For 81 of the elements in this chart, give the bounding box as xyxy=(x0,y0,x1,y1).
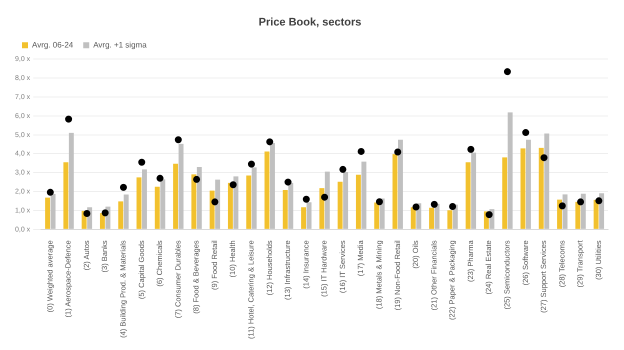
point xyxy=(102,209,109,216)
point xyxy=(540,154,548,162)
bar xyxy=(338,182,343,229)
bar xyxy=(124,194,129,229)
bar xyxy=(580,194,586,229)
point xyxy=(522,129,530,136)
bar xyxy=(301,207,306,229)
point xyxy=(211,198,218,206)
point xyxy=(412,204,420,211)
bar xyxy=(246,175,252,229)
point xyxy=(504,68,511,76)
bar xyxy=(324,172,330,229)
point xyxy=(558,202,566,210)
point xyxy=(486,211,493,218)
bar xyxy=(142,169,147,229)
point xyxy=(284,178,292,186)
bar xyxy=(173,164,178,229)
legend-label: Avrg. 06-24 xyxy=(32,40,74,50)
bar xyxy=(233,176,238,229)
bar xyxy=(270,142,275,229)
bar xyxy=(429,208,434,229)
chart-title: Price Book, sectors xyxy=(258,16,362,29)
bar xyxy=(599,193,604,229)
point xyxy=(358,148,365,155)
point xyxy=(138,158,146,166)
bar xyxy=(264,151,270,229)
bar xyxy=(398,140,403,229)
bar xyxy=(196,166,202,229)
point xyxy=(449,202,456,210)
point xyxy=(376,198,383,206)
bar xyxy=(520,148,526,229)
bar xyxy=(594,200,599,229)
bar xyxy=(508,112,513,229)
bar xyxy=(343,172,348,229)
point xyxy=(174,136,182,144)
point xyxy=(595,197,602,204)
point xyxy=(193,176,200,183)
bar xyxy=(471,152,476,229)
bar xyxy=(447,210,452,229)
bar xyxy=(45,198,50,229)
point xyxy=(394,148,402,156)
point xyxy=(321,194,328,201)
bar xyxy=(160,179,166,229)
bar xyxy=(118,201,124,229)
point xyxy=(248,160,255,168)
bar xyxy=(178,144,184,229)
bar xyxy=(374,202,380,229)
point xyxy=(65,116,72,123)
bar xyxy=(306,202,312,229)
point xyxy=(302,196,310,203)
point xyxy=(120,184,127,191)
bar xyxy=(191,174,196,229)
legend-label: Avrg. +1 sigma xyxy=(93,40,148,50)
bar xyxy=(319,188,324,229)
bar xyxy=(136,177,142,229)
point xyxy=(430,200,438,208)
bar xyxy=(356,174,361,229)
bar xyxy=(361,162,366,229)
point xyxy=(339,166,346,173)
bar xyxy=(526,140,531,229)
bar xyxy=(50,194,56,229)
bar xyxy=(252,167,257,229)
point xyxy=(46,188,54,196)
bar xyxy=(434,204,440,229)
bar xyxy=(502,157,508,229)
bar xyxy=(210,190,215,229)
point xyxy=(230,181,237,188)
point xyxy=(83,210,90,217)
bar xyxy=(154,186,160,229)
point xyxy=(156,174,164,182)
bar xyxy=(392,154,398,229)
point xyxy=(577,198,584,206)
bar xyxy=(466,162,471,229)
bar xyxy=(282,190,288,229)
point xyxy=(266,138,274,146)
bar xyxy=(215,180,220,229)
bar xyxy=(63,162,68,229)
point xyxy=(467,146,474,153)
bar xyxy=(68,132,74,229)
bar xyxy=(575,202,580,229)
bar xyxy=(228,182,233,229)
